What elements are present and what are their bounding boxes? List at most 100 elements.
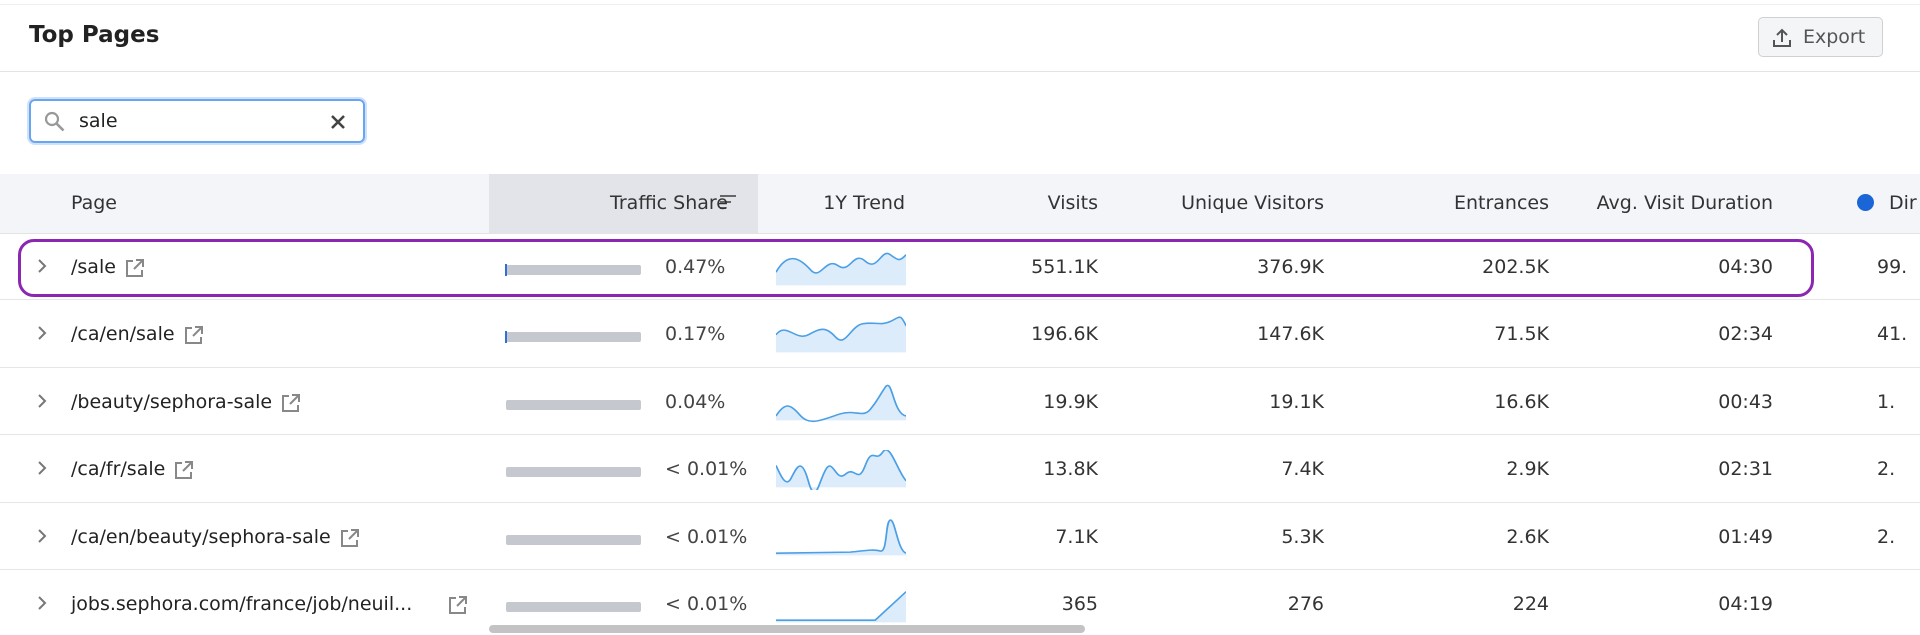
share-bar	[506, 332, 641, 343]
panel-header	[0, 4, 1920, 72]
traffic-share: 0.17%	[665, 323, 726, 346]
column-header[interactable]: Visits	[1047, 192, 1098, 214]
visits: 196.6K	[1031, 323, 1098, 346]
unique-visitors: 7.4K	[1281, 458, 1324, 481]
column-header[interactable]: Traffic Share	[610, 192, 728, 214]
expand-chevron-svg	[38, 259, 47, 273]
expand-chevron-svg	[38, 326, 47, 341]
search-box[interactable]: sale	[29, 99, 365, 143]
expand-chevron	[36, 393, 48, 415]
share-bar	[506, 467, 641, 478]
column-header[interactable]: Dir	[1889, 192, 1917, 214]
sort-icon	[720, 195, 736, 209]
visits: 13.8K	[1043, 458, 1098, 481]
legend-dot	[1857, 194, 1874, 211]
trend-sparkline	[775, 383, 907, 427]
traffic-share: 0.47%	[665, 256, 726, 278]
share-bar	[506, 399, 641, 410]
traffic-share: < 0.01%	[665, 593, 748, 615]
page-link[interactable]: /ca/fr/sale	[71, 458, 166, 481]
entrances: 202.5K	[1482, 256, 1549, 278]
external-link-icon-svg	[125, 259, 144, 277]
entrances: 2.9K	[1506, 458, 1549, 481]
entrances: 71.5K	[1494, 323, 1549, 346]
external-link-icon	[124, 257, 146, 283]
export-button[interactable]: Export	[1758, 17, 1883, 57]
unique-visitors: 276	[1287, 593, 1324, 615]
page-link[interactable]: /beauty/sephora-sale	[71, 390, 273, 413]
trend-sparkline-svg	[776, 591, 907, 623]
page-link[interactable]: jobs.sephora.com/france/job/neuil...	[71, 593, 413, 615]
expand-chevron	[36, 595, 48, 617]
page-link[interactable]: /ca/en/beauty/sephora-sale	[71, 525, 331, 548]
expand-chevron-svg	[38, 596, 47, 610]
trend-sparkline-svg	[775, 384, 907, 422]
traffic-share: 0.04%	[665, 390, 726, 413]
column-header[interactable]: Avg. Visit Duration	[1596, 192, 1773, 214]
expand-chevron	[36, 325, 48, 347]
traffic-share: < 0.01%	[665, 525, 748, 548]
direct-share: 2.	[1877, 458, 1896, 481]
page-link[interactable]: /ca/en/sale	[71, 323, 175, 346]
visits: 365	[1061, 593, 1098, 615]
unique-visitors: 376.9K	[1257, 256, 1324, 278]
row[interactable]	[0, 503, 1920, 570]
share-bar-fill	[505, 331, 507, 344]
unique-visitors: 5.3K	[1281, 525, 1324, 548]
avg-visit-duration: 04:19	[1718, 593, 1773, 615]
avg-visit-duration: 02:34	[1718, 323, 1773, 346]
unique-visitors: 147.6K	[1257, 323, 1324, 346]
external-link-icon-svg	[282, 393, 301, 412]
trend-sparkline	[775, 449, 907, 494]
expand-chevron-svg	[38, 394, 47, 408]
scrollbar[interactable]	[489, 625, 1085, 633]
trend-sparkline	[776, 585, 907, 629]
expand-chevron-svg	[38, 461, 47, 475]
avg-visit-duration: 04:30	[1718, 256, 1773, 278]
trend-sparkline	[775, 248, 907, 292]
expand-chevron	[36, 258, 48, 280]
external-link-icon-svg	[184, 326, 203, 345]
direct-share: 2.	[1877, 525, 1896, 548]
page-link[interactable]: /sale	[71, 256, 116, 278]
expand-chevron-svg	[38, 528, 47, 543]
traffic-share: < 0.01%	[665, 458, 748, 481]
trend-sparkline-svg	[775, 449, 907, 494]
expand-chevron	[36, 460, 48, 482]
row[interactable]	[0, 435, 1920, 503]
share-bar	[506, 534, 641, 545]
row[interactable]	[0, 368, 1920, 436]
sorted-column-header[interactable]	[489, 174, 758, 233]
trend-sparkline	[775, 518, 907, 562]
column-header[interactable]: 1Y Trend	[823, 192, 905, 214]
clear-button[interactable]	[329, 113, 347, 131]
external-link-icon	[183, 324, 205, 350]
avg-visit-duration: 01:49	[1718, 525, 1773, 548]
table-header	[0, 174, 1920, 234]
external-link-icon	[339, 527, 361, 553]
title: Top Pages	[29, 22, 160, 48]
column-header[interactable]: Entrances	[1453, 192, 1549, 214]
visits: 551.1K	[1031, 256, 1098, 278]
visits: 7.1K	[1055, 525, 1098, 548]
external-link-icon	[280, 392, 302, 418]
share-bar	[506, 265, 641, 275]
search-icon	[44, 111, 65, 132]
visits: 19.9K	[1043, 390, 1098, 413]
avg-visit-duration: 02:31	[1718, 458, 1773, 481]
entrances: 2.6K	[1506, 525, 1549, 548]
column-header[interactable]: Page	[71, 192, 117, 214]
direct-share: 41.	[1877, 323, 1908, 346]
external-link-icon-svg	[340, 528, 359, 547]
trend-sparkline-svg	[775, 519, 907, 555]
row-highlight	[18, 239, 1814, 297]
external-link-icon-svg	[449, 596, 467, 614]
column-header[interactable]: Unique Visitors	[1181, 192, 1324, 214]
share-bar-fill	[505, 264, 507, 276]
external-link-icon	[173, 459, 195, 485]
trend-sparkline-svg	[775, 252, 907, 286]
row[interactable]	[0, 300, 1920, 368]
external-link-icon-svg	[175, 461, 194, 480]
row[interactable]	[0, 233, 1920, 301]
